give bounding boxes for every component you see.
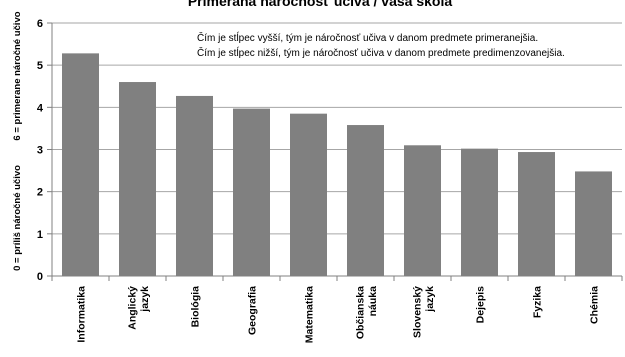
y-axis-label-line1: 0 = príliš náročné učivo xyxy=(12,165,23,271)
category-label: Občianska náuka xyxy=(354,286,379,339)
category-label: Biológia xyxy=(190,286,202,328)
bar xyxy=(290,113,327,277)
bar xyxy=(404,145,441,276)
category-label-line: Informatika xyxy=(76,286,88,343)
y-tick-label: 6 xyxy=(37,18,43,30)
category-label: Matematika xyxy=(304,286,316,343)
category-label-line: Geografia xyxy=(247,286,259,335)
category-labels: Informatika Anglický jazyk Biológia Geografi… xyxy=(76,286,601,343)
category-label-line: jazyk xyxy=(139,286,151,313)
category-label: Anglický jazyk xyxy=(126,286,151,330)
bars xyxy=(62,53,612,277)
x-tick-marks xyxy=(51,276,623,281)
category-label-line: jazyk xyxy=(424,286,436,313)
bar xyxy=(233,108,270,277)
bar xyxy=(119,82,156,277)
bar xyxy=(575,171,612,276)
y-axis-label: 0 = príliš náročné učivo 6 = primerane n… xyxy=(12,11,23,271)
category-label-line: Slovenský xyxy=(411,286,423,338)
category-label-line: Anglický xyxy=(126,286,138,330)
category-label-line: náuka xyxy=(367,286,379,317)
chart-title: Primeraná náročnosť učiva / vaša škola xyxy=(188,0,452,9)
bar xyxy=(176,95,213,276)
category-label-line: Biológia xyxy=(190,286,202,328)
category-label-line: Dejepis xyxy=(475,286,487,324)
y-axis-label-line2: 6 = primerane náročné učivo xyxy=(12,11,23,140)
y-tick-labels: 0 1 2 3 4 5 6 xyxy=(37,18,44,283)
category-label: Dejepis xyxy=(475,286,487,324)
category-label-line: Fyzika xyxy=(532,286,544,318)
bar xyxy=(347,125,384,276)
y-tick-label: 4 xyxy=(37,102,44,114)
annotation-line-1: Čím je stĺpec vyšší, tým je náročnosť uč… xyxy=(197,31,538,44)
category-label-line: Matematika xyxy=(304,286,316,343)
category-label: Chémia xyxy=(589,286,601,324)
annotation-line-2: Čím je stĺpec nižší, tým je náročnosť uč… xyxy=(197,46,565,59)
bar xyxy=(461,148,498,276)
category-label: Geografia xyxy=(247,286,259,335)
y-tick-label: 5 xyxy=(37,60,43,72)
bar xyxy=(62,53,99,276)
y-tick-label: 2 xyxy=(37,187,43,199)
category-label: Fyzika xyxy=(532,286,544,318)
category-label-line: Občianska xyxy=(354,286,366,339)
y-tick-label: 3 xyxy=(37,145,43,157)
category-label: Slovenský jazyk xyxy=(411,286,436,338)
y-tick-label: 1 xyxy=(37,229,43,241)
bar xyxy=(518,152,555,276)
y-tick-label: 0 xyxy=(37,271,43,283)
category-label-line: Chémia xyxy=(589,286,601,324)
category-label: Informatika xyxy=(76,286,88,343)
annotation-box: Čím je stĺpec vyšší, tým je náročnosť uč… xyxy=(197,31,565,59)
